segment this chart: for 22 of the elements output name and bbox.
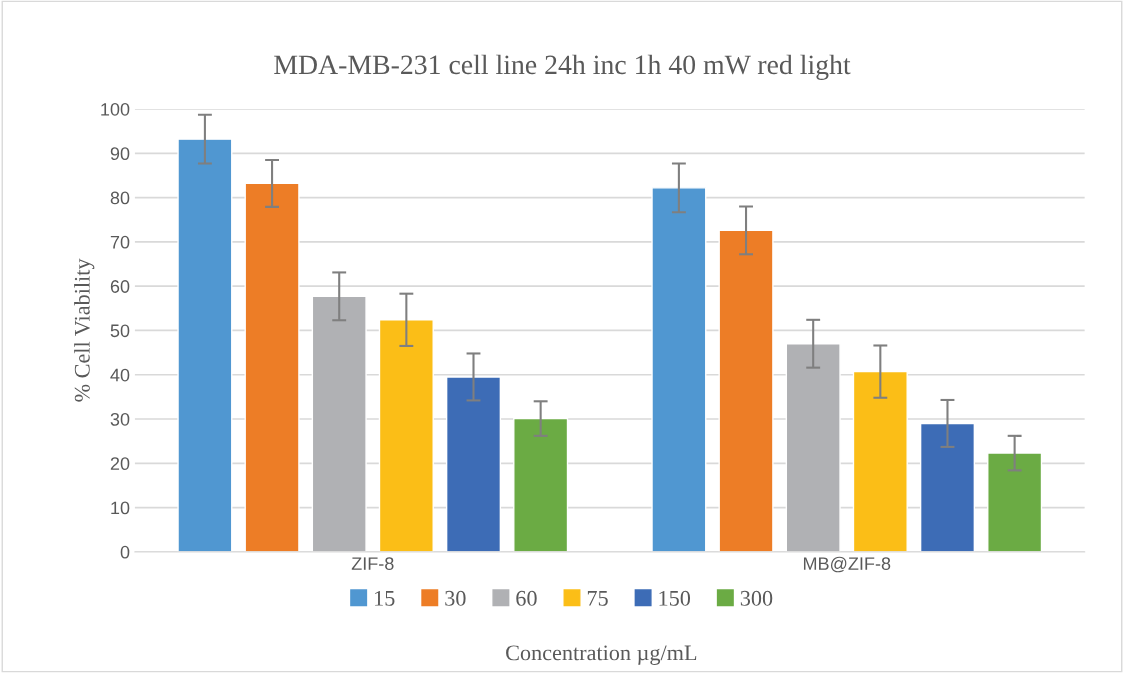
y-tick-label: 20 [110, 457, 130, 471]
legend-label: 15 [375, 590, 395, 606]
y-tick-label: 70 [110, 235, 130, 249]
y-tick-label: 0 [120, 545, 130, 559]
legend-label: 60 [516, 590, 537, 606]
y-tick-label: 90 [110, 147, 130, 161]
y-tick-label: 60 [110, 280, 130, 293]
x-tick-label: MB@ZIF-8 [803, 556, 891, 573]
y-tick-label: 80 [110, 191, 130, 205]
y-tick-label: 10 [111, 501, 130, 515]
y-tick-label: 50 [110, 324, 130, 338]
legend-label: 300 [740, 590, 773, 606]
x-tick-label: ZIF-8 [351, 557, 394, 570]
y-tick-label: 40 [110, 368, 130, 382]
legend-label: 75 [587, 591, 608, 606]
y-tick-label: 100 [101, 102, 130, 116]
y-axis-title: % Cell Viability [74, 258, 95, 402]
chart-title: MDA-MB-231 cell line 24h inc 1h 40 mW red light [274, 54, 851, 80]
legend-label: 150 [659, 590, 691, 606]
legend-label: 30 [445, 590, 466, 606]
y-tick-label: 30 [110, 412, 130, 426]
x-axis-title: Concentration µg/mL [506, 645, 697, 665]
